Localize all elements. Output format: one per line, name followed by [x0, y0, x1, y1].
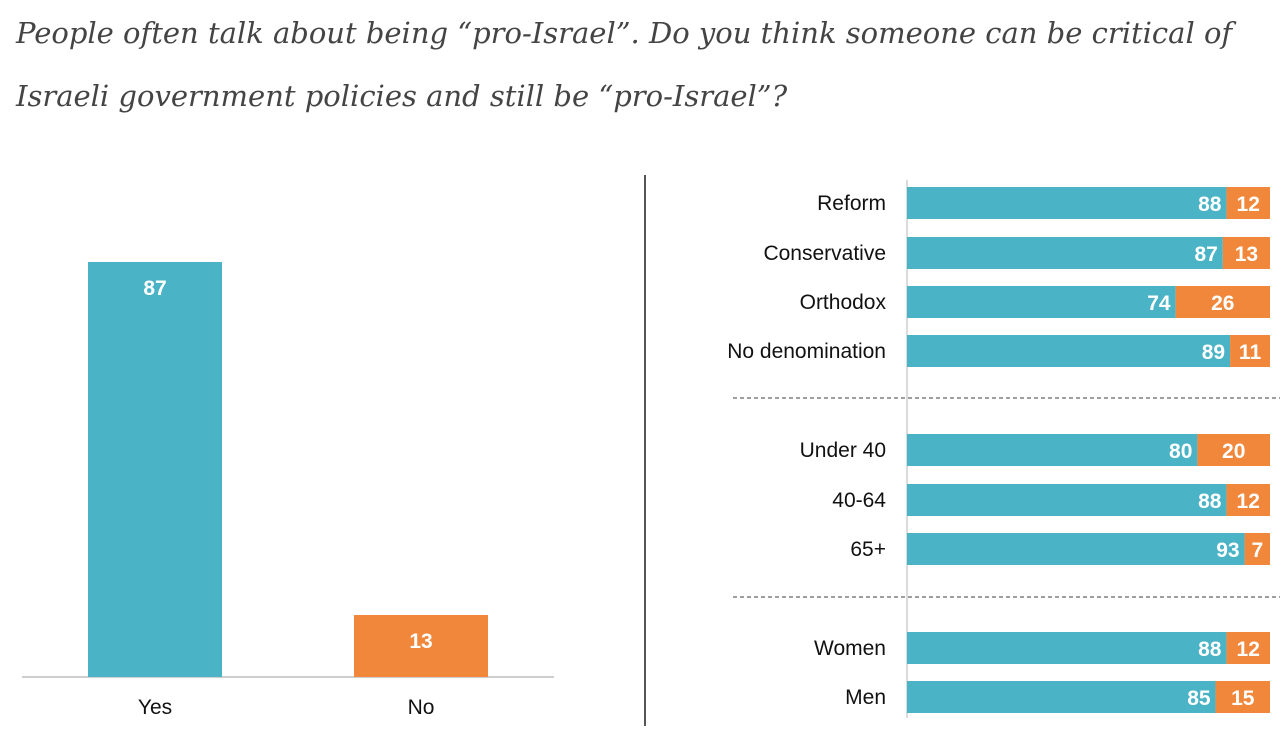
bar-yes-no-denomination: [907, 335, 1231, 367]
bar-yes: [88, 262, 222, 677]
bar-yes-65-: [907, 533, 1245, 565]
bar-no-no-denomination: [1230, 335, 1270, 367]
bar-no-conservative: [1222, 237, 1270, 269]
row-label-men: Men: [845, 686, 886, 709]
bar-yes-reform: [907, 187, 1227, 219]
value-no-65-: 7: [1251, 539, 1263, 562]
value-yes-40-64: 88: [1198, 490, 1222, 513]
row-label-under-40: Under 40: [800, 439, 886, 462]
value-yes-orthodox: 74: [1147, 292, 1171, 315]
value-no-orthodox: 26: [1211, 292, 1234, 315]
bar-no-40-64: [1226, 484, 1270, 516]
value-yes-conservative: 87: [1194, 243, 1217, 266]
bar-no: [354, 614, 488, 677]
value-yes-reform: 88: [1198, 193, 1222, 216]
row-label-65-: 65+: [850, 538, 886, 561]
question-title: People often talk about being “pro-Israe…: [16, 16, 1233, 113]
value-no-men: 15: [1231, 687, 1255, 710]
bar-yes-under-40: [907, 434, 1198, 466]
bar-no-women: [1226, 632, 1270, 664]
value-no-reform: 12: [1237, 193, 1260, 216]
row-label-no-denomination: No denomination: [727, 340, 886, 363]
value-no-no-denomination: 11: [1239, 341, 1262, 364]
row-label-reform: Reform: [817, 192, 886, 215]
bar-yes-orthodox: [907, 286, 1176, 318]
row-label-conservative: Conservative: [763, 242, 886, 265]
bar-yes-women: [907, 632, 1227, 664]
bar-no-65-: [1244, 533, 1270, 565]
row-label-orthodox: Orthodox: [800, 291, 887, 314]
bar-no-men: [1215, 681, 1270, 713]
bar-no-under-40: [1197, 434, 1270, 466]
value-yes-women: 88: [1198, 638, 1222, 661]
bar-no-orthodox: [1175, 286, 1270, 318]
value-no-women: 12: [1237, 638, 1260, 661]
value-no-40-64: 12: [1237, 490, 1260, 513]
bar-yes-40-64: [907, 484, 1227, 516]
value-yes-no-denomination: 89: [1202, 341, 1225, 364]
row-label-women: Women: [814, 637, 886, 660]
value-no-conservative: 13: [1235, 243, 1258, 266]
bar-label-no: No: [408, 696, 435, 719]
bar-value-yes: 87: [143, 277, 166, 300]
value-yes-65-: 93: [1216, 539, 1239, 562]
bar-yes-conservative: [907, 237, 1223, 269]
value-yes-men: 85: [1187, 687, 1211, 710]
bar-label-yes: Yes: [138, 696, 172, 719]
value-no-under-40: 20: [1222, 440, 1245, 463]
row-label-40-64: 40-64: [832, 489, 886, 512]
bar-yes-men: [907, 681, 1216, 713]
bar-value-no: 13: [409, 630, 432, 653]
bar-no-reform: [1226, 187, 1270, 219]
value-yes-under-40: 80: [1169, 440, 1192, 463]
